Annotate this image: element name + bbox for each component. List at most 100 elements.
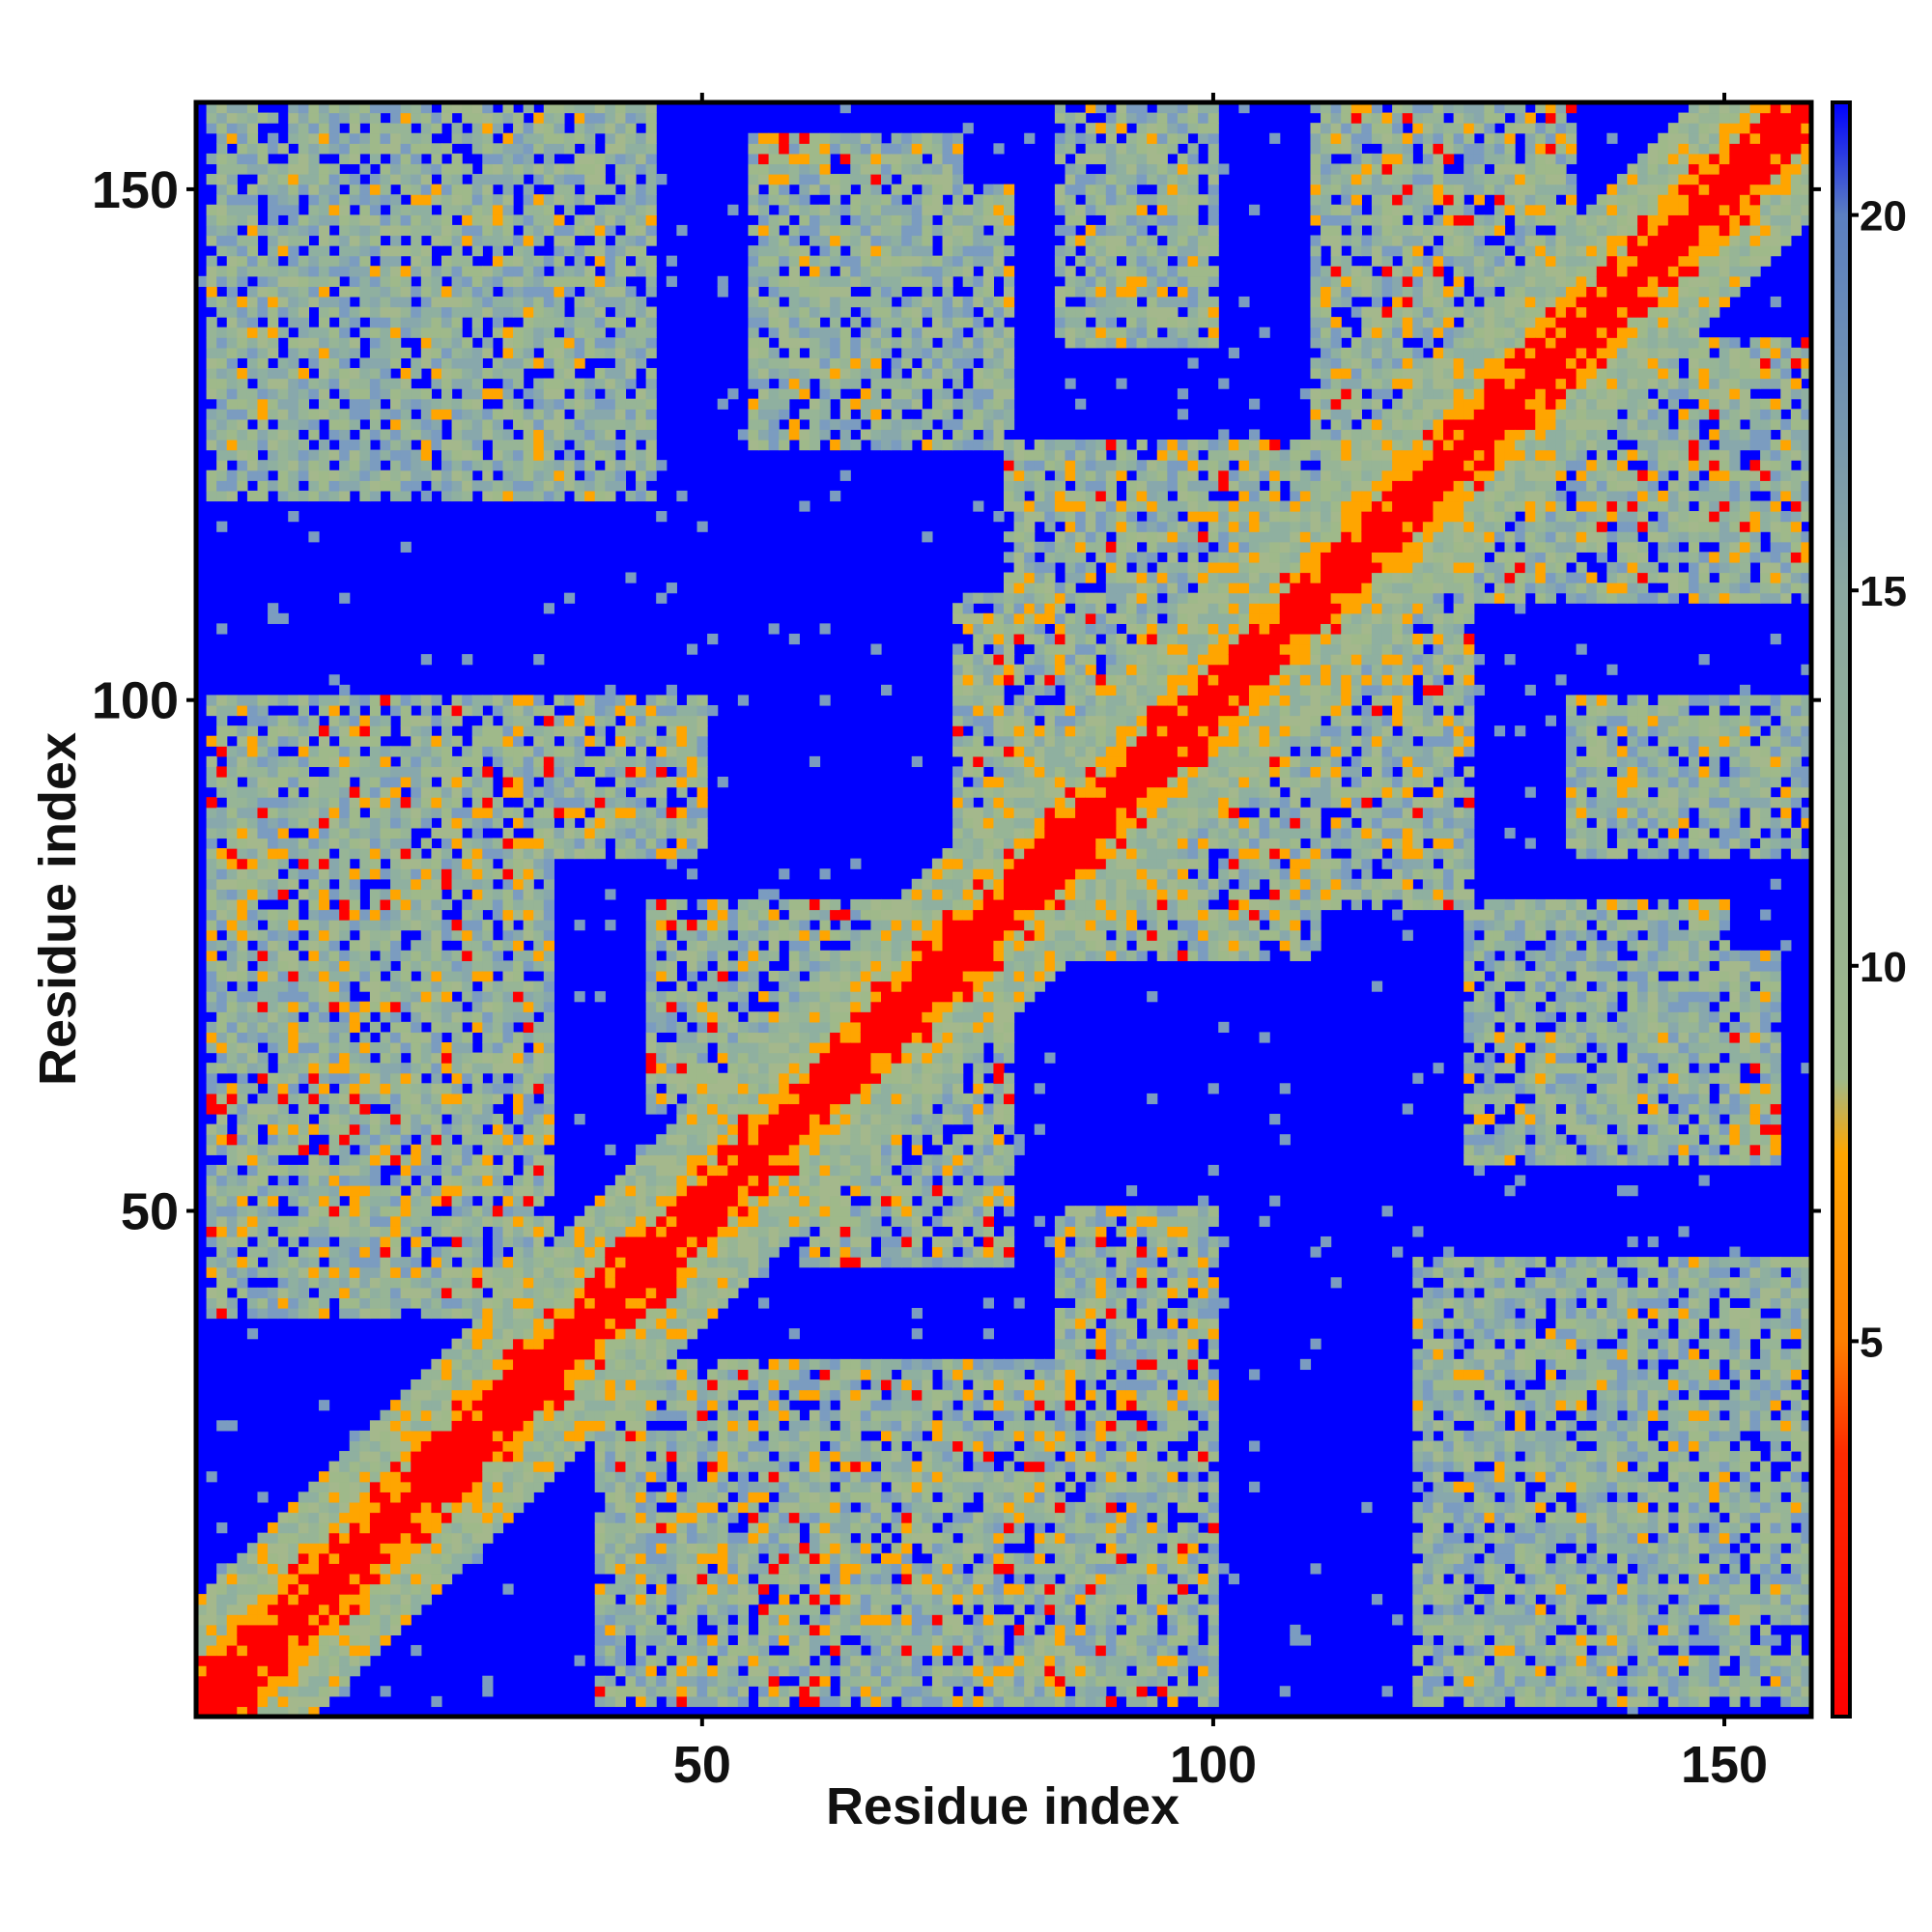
heatmap-cell bbox=[645, 418, 657, 431]
heatmap-cell bbox=[431, 367, 442, 380]
heatmap-cell bbox=[656, 766, 668, 778]
heatmap-cell bbox=[451, 1226, 463, 1237]
heatmap-cell bbox=[656, 1440, 668, 1452]
heatmap-cell bbox=[543, 960, 554, 972]
heatmap-cell bbox=[420, 746, 432, 757]
heatmap-cell bbox=[431, 898, 442, 911]
heatmap-cell bbox=[676, 746, 688, 757]
heatmap-cell bbox=[206, 429, 217, 440]
heatmap-cell bbox=[420, 817, 432, 829]
heatmap-cell bbox=[339, 950, 351, 961]
heatmap-cell bbox=[451, 1349, 463, 1360]
heatmap-cell bbox=[492, 317, 504, 328]
heatmap-cell bbox=[523, 449, 534, 461]
heatmap-cell bbox=[339, 378, 351, 389]
heatmap-cell bbox=[594, 440, 606, 451]
heatmap-cell bbox=[359, 909, 371, 921]
heatmap-cell bbox=[676, 1543, 688, 1554]
heatmap-cell bbox=[288, 777, 299, 788]
heatmap-cell bbox=[543, 889, 554, 900]
heatmap-cell bbox=[257, 266, 269, 277]
heatmap-cell bbox=[686, 1492, 698, 1503]
heatmap-cell bbox=[268, 797, 279, 809]
heatmap-cell bbox=[696, 1594, 708, 1605]
heatmap-cell bbox=[533, 1430, 545, 1442]
heatmap-cell bbox=[502, 409, 514, 420]
heatmap-cell bbox=[492, 950, 504, 961]
heatmap-cell bbox=[471, 367, 483, 380]
heatmap-cell bbox=[636, 1206, 647, 1217]
heatmap-cell bbox=[563, 204, 576, 215]
heatmap-cell bbox=[226, 1063, 238, 1074]
heatmap-cell bbox=[369, 214, 382, 226]
heatmap-cell bbox=[380, 1206, 391, 1217]
heatmap-cell bbox=[636, 224, 647, 237]
heatmap-cell bbox=[523, 1369, 534, 1380]
heatmap-cell bbox=[369, 327, 382, 338]
heatmap-cell bbox=[440, 766, 453, 778]
heatmap-cell bbox=[666, 1665, 677, 1677]
heatmap-cell bbox=[656, 715, 668, 726]
heatmap-cell bbox=[298, 1266, 309, 1278]
heatmap-cell bbox=[471, 1420, 483, 1432]
heatmap-cell bbox=[400, 1522, 412, 1534]
heatmap-cell bbox=[666, 1134, 677, 1146]
heatmap-cell bbox=[257, 950, 269, 961]
heatmap-cell bbox=[482, 1114, 494, 1125]
heatmap-cell bbox=[288, 838, 299, 849]
heatmap-cell bbox=[451, 1215, 463, 1227]
heatmap-cell bbox=[237, 940, 248, 952]
heatmap-cell bbox=[268, 1675, 279, 1687]
heatmap-cell bbox=[471, 878, 483, 890]
heatmap-cell bbox=[666, 1041, 677, 1054]
heatmap-cell bbox=[574, 1409, 585, 1421]
heatmap-cell bbox=[625, 1195, 637, 1207]
heatmap-cell bbox=[257, 1644, 269, 1657]
heatmap-cell bbox=[686, 1307, 698, 1320]
heatmap-cell bbox=[246, 817, 259, 829]
heatmap-cell bbox=[502, 1236, 514, 1248]
heatmap-cell bbox=[318, 132, 330, 144]
heatmap-cell bbox=[390, 1481, 402, 1492]
heatmap-cell bbox=[308, 163, 320, 175]
heatmap-cell bbox=[492, 746, 504, 757]
heatmap-cell bbox=[390, 1093, 402, 1105]
heatmap-cell bbox=[543, 777, 554, 788]
heatmap-cell bbox=[513, 1369, 525, 1380]
heatmap-cell bbox=[513, 1134, 525, 1146]
heatmap-cell bbox=[523, 255, 534, 267]
heatmap-cell bbox=[369, 1461, 382, 1472]
heatmap-cell bbox=[339, 1011, 351, 1023]
heatmap-cell bbox=[298, 1501, 309, 1514]
heatmap-cell bbox=[380, 480, 391, 492]
heatmap-cell bbox=[645, 1430, 657, 1442]
heatmap-cell bbox=[308, 469, 320, 481]
heatmap-cell bbox=[431, 807, 442, 818]
heatmap-cell bbox=[380, 898, 391, 911]
heatmap-cell bbox=[676, 224, 688, 237]
heatmap-cell bbox=[584, 1409, 596, 1421]
heatmap-cell bbox=[605, 418, 616, 431]
heatmap-cell bbox=[339, 848, 351, 860]
heatmap-cell bbox=[411, 1594, 422, 1605]
heatmap-cell bbox=[400, 184, 412, 195]
heatmap-cell bbox=[605, 440, 616, 451]
heatmap-cell bbox=[288, 255, 299, 267]
heatmap-cell bbox=[471, 1543, 483, 1554]
heatmap-cell bbox=[492, 1206, 504, 1217]
heatmap-cell bbox=[440, 929, 453, 941]
heatmap-cell bbox=[420, 1492, 432, 1503]
heatmap-cell bbox=[226, 398, 238, 410]
heatmap-cell bbox=[533, 449, 545, 461]
heatmap-cell bbox=[554, 266, 565, 277]
heatmap-cell bbox=[492, 797, 504, 809]
heatmap-cell bbox=[554, 807, 565, 818]
heatmap-cell bbox=[471, 1512, 483, 1523]
heatmap-cell bbox=[543, 204, 554, 215]
heatmap-cell bbox=[584, 1236, 596, 1248]
heatmap-cell bbox=[482, 266, 494, 277]
heatmap-cell bbox=[707, 1522, 719, 1534]
heatmap-cell bbox=[328, 950, 340, 961]
heatmap-cell bbox=[656, 755, 668, 768]
heatmap-cell bbox=[543, 746, 554, 757]
